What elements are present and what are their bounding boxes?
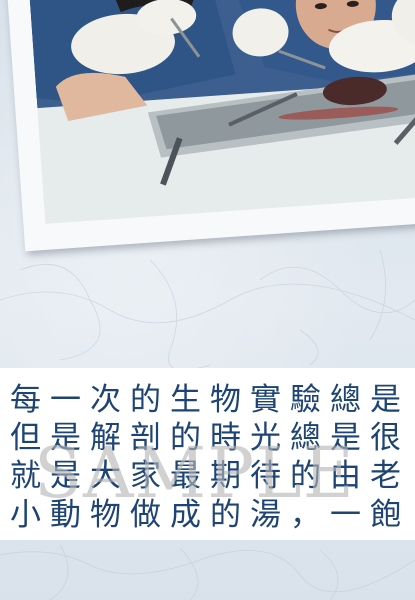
sample-watermark: SAMPLE — [34, 432, 355, 514]
story-line-3: 就是大家最期待的由老 — [10, 458, 410, 494]
story-line-2: 但是解剖的時光總是很 — [10, 420, 410, 456]
story-line-4: 小動物做成的湯，一飽 — [10, 497, 410, 533]
lab-photo — [28, 0, 415, 224]
text-band — [0, 368, 415, 540]
story-line-1: 每一次的生物實驗總是 — [10, 382, 410, 418]
photo-print — [6, 0, 415, 252]
dissection-scene — [28, 0, 415, 224]
